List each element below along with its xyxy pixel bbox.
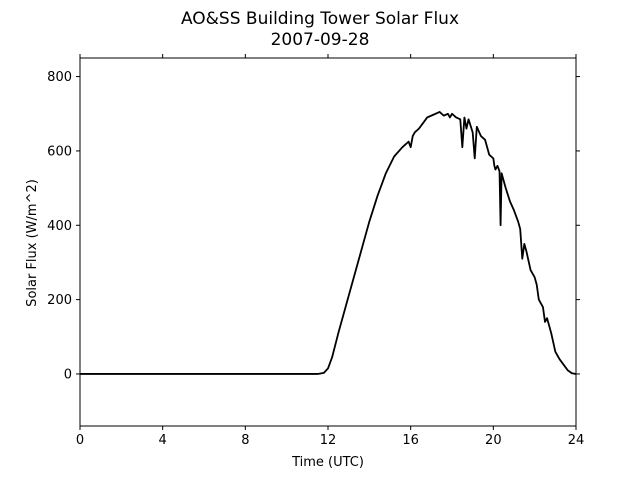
chart-title: AO&SS Building Tower Solar Flux xyxy=(181,9,459,29)
x-tick-label-5: 20 xyxy=(485,433,502,448)
y-tick-label-2: 400 xyxy=(47,219,72,234)
plot-area: 0 4 8 12 16 20 24 0 200 400 600 800 xyxy=(47,54,584,448)
x-tick-label-0: 0 xyxy=(76,433,84,448)
chart-subtitle: 2007-09-28 xyxy=(271,30,370,50)
x-tick-label-4: 16 xyxy=(402,433,419,448)
y-tick-label-0: 0 xyxy=(64,367,72,382)
series-line-0 xyxy=(80,111,577,375)
y-tick-label-3: 600 xyxy=(47,144,72,159)
y-tick-label-4: 800 xyxy=(47,70,72,85)
x-tick-label-1: 4 xyxy=(159,433,167,448)
plot-frame xyxy=(79,57,577,427)
x-tick-label-6: 24 xyxy=(568,433,585,448)
y-tick-label-1: 200 xyxy=(47,293,72,308)
x-tick-label-2: 8 xyxy=(241,433,249,448)
x-axis-label: Time (UTC) xyxy=(291,455,364,470)
y-axis-label: Solar Flux (W/m^2) xyxy=(25,179,40,307)
x-tick-label-3: 12 xyxy=(320,433,337,448)
